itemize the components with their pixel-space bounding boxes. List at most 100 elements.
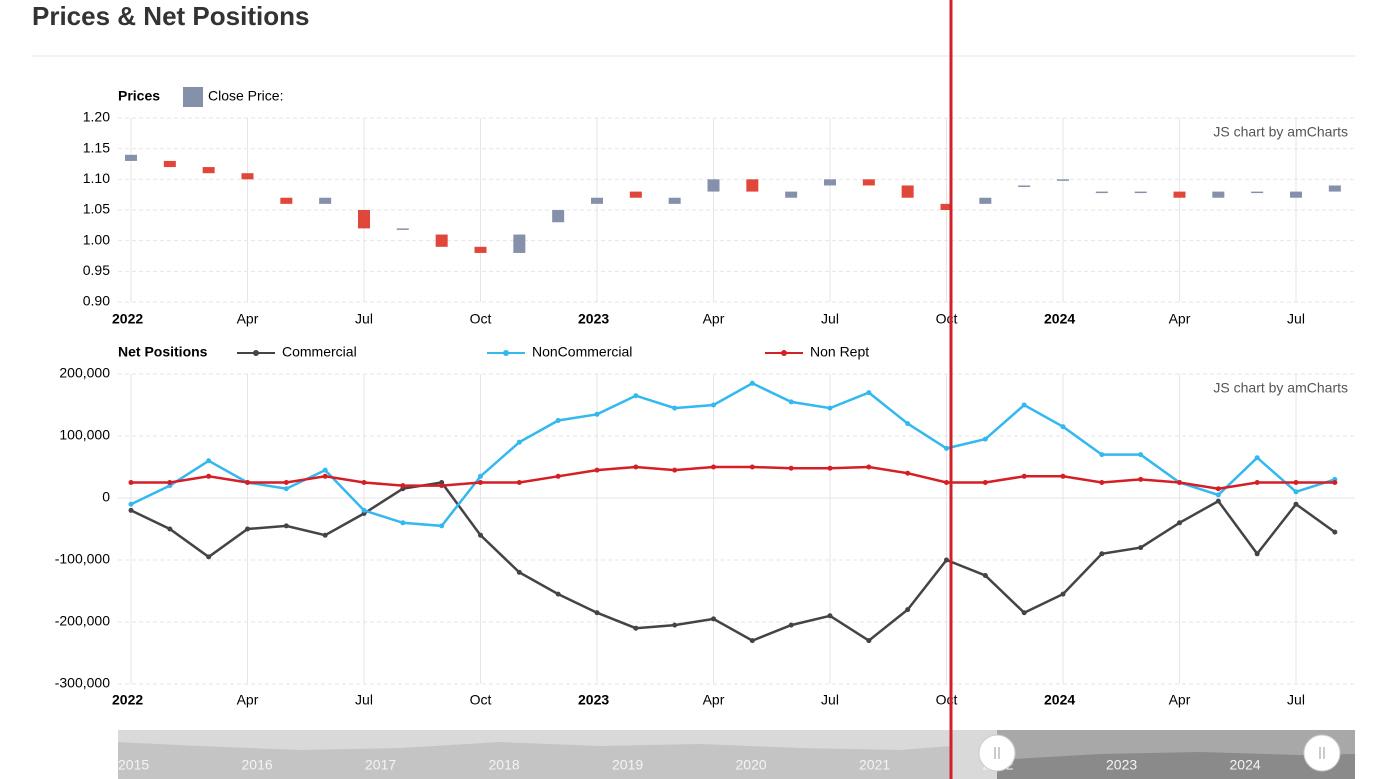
point [1293,501,1299,507]
point [245,526,250,532]
x-tick-label: 2023 [578,692,609,708]
scrollbar-label: 2024 [1230,757,1261,773]
y-tick-label: 0.95 [83,262,110,278]
candle-body [280,197,293,204]
candle-body [319,197,332,204]
point [478,480,483,485]
point [827,405,833,411]
candle-body [1290,191,1302,198]
candle-body [435,234,448,247]
x-tick-label: 2024 [1044,311,1075,327]
point [206,458,212,464]
series-line [130,381,1336,528]
point [1177,520,1182,526]
point [1215,486,1221,492]
point [749,380,755,386]
candle-body [1134,191,1147,194]
candle-body [474,246,487,253]
x-tick-label: Jul [1287,692,1305,708]
candle-body [940,203,953,210]
point [322,532,328,538]
point [555,473,561,479]
point [1060,424,1066,430]
x-tick-label: Apr [237,692,259,708]
point [1138,476,1144,482]
candle-body [979,197,992,204]
point [1332,480,1338,485]
y-tick-label: 1.15 [83,139,110,155]
point [128,507,134,513]
point [633,625,639,631]
point [749,464,755,470]
point [633,393,639,399]
candle-body [901,185,914,198]
scrollbar-label: 2018 [489,757,520,773]
point [672,405,678,411]
y-tick-label: -300,000 [55,675,110,691]
point [322,467,328,473]
point [944,557,949,563]
point [982,573,988,578]
point [1293,480,1299,485]
scrollbar-label: 2021 [859,757,890,773]
candle-body [358,210,370,229]
candle-body [241,173,254,180]
point [400,520,406,526]
scrollbar-handle[interactable] [1303,734,1341,772]
y-tick-label: -200,000 [55,613,110,629]
scrollbar-label: 2015 [118,757,149,773]
point [711,464,716,470]
candle-body [163,160,176,168]
point [749,638,755,644]
scrollbar[interactable]: 2015201620172018201920202021202220232024 [118,730,1355,779]
candle-body [1018,185,1031,187]
x-tick-label: Oct [470,692,492,708]
point [711,402,716,408]
point [711,616,716,622]
point [827,613,833,619]
x-tick-label: 2023 [578,311,609,327]
y-tick-label: 0.90 [83,293,110,309]
point [555,418,561,423]
x-tick-label: Jul [355,311,373,327]
point [827,465,833,471]
point [1293,489,1299,495]
point [1138,545,1144,551]
x-tick-label: Apr [1169,692,1191,708]
x-tick-label: Jul [821,692,839,708]
legend-marker-dot [781,350,787,356]
point [944,480,949,485]
scrollbar-handle[interactable] [978,734,1016,772]
point [1021,473,1027,479]
point [1177,480,1182,485]
point [1254,480,1260,485]
x-tick-label: Jul [355,692,373,708]
point [283,486,289,492]
y-tick-label: 1.05 [83,201,110,217]
point [245,480,250,485]
legend-label[interactable]: NonCommercial [532,344,632,360]
scrollbar-label: 2023 [1106,757,1137,773]
candle-body [746,179,759,192]
point [206,473,212,479]
panel-title: Prices [118,88,160,104]
point [167,526,173,532]
point [633,464,639,470]
candle-body [1212,191,1225,198]
x-tick-label: Jul [1287,311,1305,327]
candle-body [1328,185,1341,192]
legend-label[interactable]: Non Rept [810,344,869,360]
scrollbar-label: 2019 [612,757,643,773]
x-tick-label: Oct [936,692,958,708]
point [594,610,600,616]
legend-label[interactable]: Commercial [282,344,357,360]
point [1021,402,1027,408]
scrollbar-area [118,742,951,779]
candle-body [1251,191,1264,194]
point [1099,480,1105,485]
legend-marker-dot [503,350,509,356]
y-tick-label: -100,000 [55,551,110,567]
point [1138,452,1144,458]
point [1254,455,1260,461]
